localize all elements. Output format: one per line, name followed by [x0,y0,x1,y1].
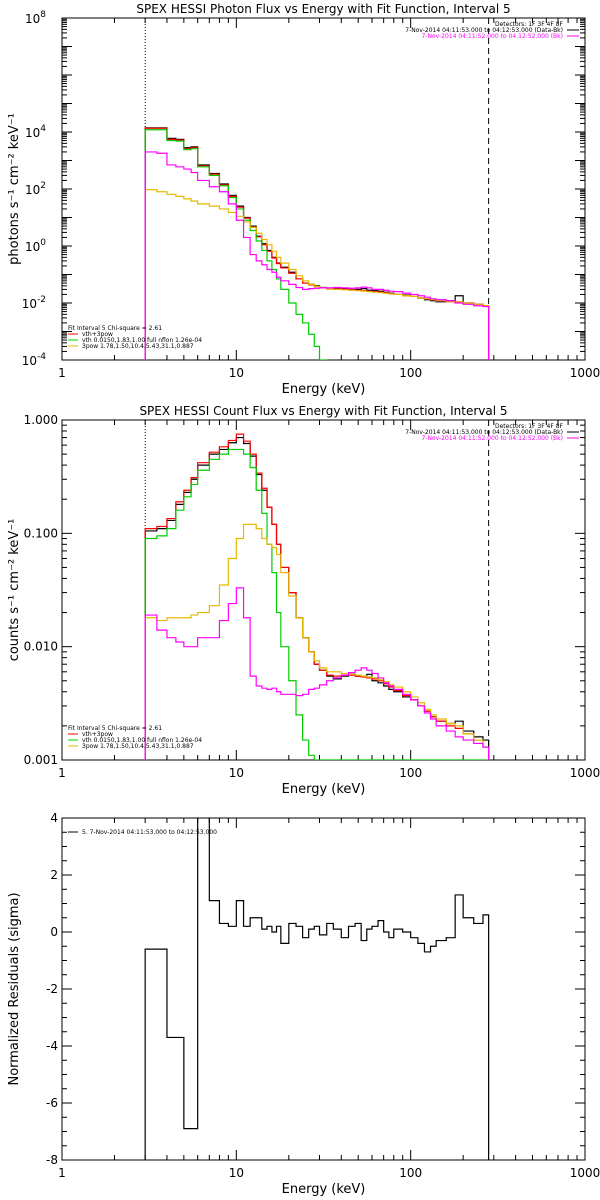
y-tick-label: 0.001 [24,753,58,767]
y-tick-label: 10-4 [22,352,47,368]
series-line-5 [144,151,490,360]
fit-legend-text: vth+3pow [82,331,113,338]
y-tick-label: 0.010 [24,640,58,654]
x-axis-label: Energy (keV) [282,382,366,397]
series-group [144,818,490,1160]
x-tick-label: 10 [229,366,244,380]
x-tick-label: 10 [229,766,244,780]
x-tick-label: 100 [399,366,422,380]
x-tick-label: 10 [229,1166,244,1180]
series-line-5 [144,587,490,760]
series-line-4 [144,523,490,760]
fit-legend-text: vth+3pow [82,731,113,738]
x-tick-label: 100 [399,1166,422,1180]
y-tick-label: 4 [50,811,58,825]
y-tick-base: 10 [22,354,37,368]
series-line-1 [144,436,490,760]
y-axis-label: counts s⁻¹ cm⁻² keV⁻¹ [7,519,22,662]
y-tick-exponent: -2 [37,295,46,305]
y-tick-exponent: -4 [37,352,46,362]
y-axis-label: photons s⁻¹ cm⁻² keV⁻¹ [7,113,22,265]
chart-panel-3: 1 10 100 1000 -8 -6 -4 -2 0 2 4 Energy (keV) Normali… [7,811,600,1197]
y-tick-label: 1.000 [24,413,58,427]
y-tick-base: 10 [25,240,40,254]
y-tick-label: 104 [25,124,46,140]
plot-frame [61,817,586,1161]
y-tick-exponent: 8 [40,10,46,20]
x-tick-label: 100 [399,766,422,780]
header-legend-text: 7-Nov-2014 04:11:53.000 to 04:12:53.000 … [405,429,563,436]
series-line-3 [144,448,489,760]
fit-legend-text: Fit Interval 5 Chi-square = 2.61 [68,725,162,732]
y-tick-label: -2 [46,982,58,996]
chart-title: SPEX HESSI Count Flux vs Energy with Fit… [139,404,507,418]
y-tick-base: 10 [25,12,40,26]
y-tick-exponent: 0 [40,238,46,248]
plot-frame [61,419,586,761]
series-line-4 [144,189,490,360]
fit-legend-text: vth 0.0150,1.83,1.00 full nflon 1.26e-04 [82,337,202,344]
y-tick-label: 0.100 [24,526,58,540]
header-legend-text: Detectors: 1F 3F 4F 8F [495,423,564,430]
plot-frame [61,17,586,361]
y-tick-base: 10 [25,183,40,197]
x-axis-label: Energy (keV) [282,1182,366,1197]
header-legend-text: 7-Nov-2014 04:11:52.000 to 04:12:52.000 … [421,435,563,442]
fit-legend-text: 3pow 1.78,1.50,10.4,5.43,31.1,0.887 [82,343,194,350]
y-tick-label: -8 [46,1153,58,1167]
y-tick-label: 108 [25,10,46,26]
y-tick-label: 100 [25,238,46,254]
chart-title: SPEX HESSI Photon Flux vs Energy with Fi… [136,2,510,16]
x-tick-label: 1 [58,766,66,780]
header-legend-text: Detectors: 1F 3F 4F 8F [495,21,564,28]
y-tick-label: 102 [25,181,46,197]
y-tick-base: 10 [25,126,40,140]
y-tick-label: 2 [50,868,58,882]
fit-legend-text: vth 0.0150,1.83,1.00 full nflon 1.26e-04 [82,737,202,744]
y-tick-exponent: 2 [40,181,46,191]
series-group [144,433,490,760]
y-tick-label: -6 [46,1096,58,1110]
fit-legend-text: Fit Interval 5 Chi-square = 2.61 [68,325,162,332]
y-tick-base: 10 [22,297,37,311]
y-tick-label: 10-2 [22,295,46,311]
y-axis-label: Normalized Residuals (sigma) [7,892,22,1085]
x-tick-label: 1 [58,366,66,380]
series-line-2 [144,127,490,360]
fit-legend-text: 5. 7-Nov-2014 04:11:53.000 to 04:12:53.0… [82,829,217,836]
x-tick-label: 1 [58,1166,66,1180]
chart-panel-1: SPEX HESSI Photon Flux vs Energy with Fi… [7,2,600,397]
header-legend-text: 7-Nov-2014 04:11:53.000 to 04:12:53.000 … [405,27,563,34]
x-tick-label: 1000 [570,766,600,780]
x-tick-label: 1000 [570,366,600,380]
y-tick-exponent: 4 [40,124,46,134]
fit-legend-text: 3pow 1.78,1.50,10.4,5.43,31.1,0.887 [82,743,194,750]
series-line-1 [144,127,490,360]
series-line-1 [144,818,490,1160]
y-tick-label: 0 [50,925,58,939]
series-line-3 [144,129,490,360]
series-line-2 [144,433,490,760]
y-tick-label: -4 [46,1039,58,1053]
x-tick-label: 1000 [570,1166,600,1180]
chart-panel-2: SPEX HESSI Count Flux vs Energy with Fit… [7,404,600,797]
series-group [144,127,490,360]
x-axis-label: Energy (keV) [282,782,366,797]
header-legend-text: 7-Nov-2014 04:11:52.000 to 04:12:52.000 … [421,33,563,40]
